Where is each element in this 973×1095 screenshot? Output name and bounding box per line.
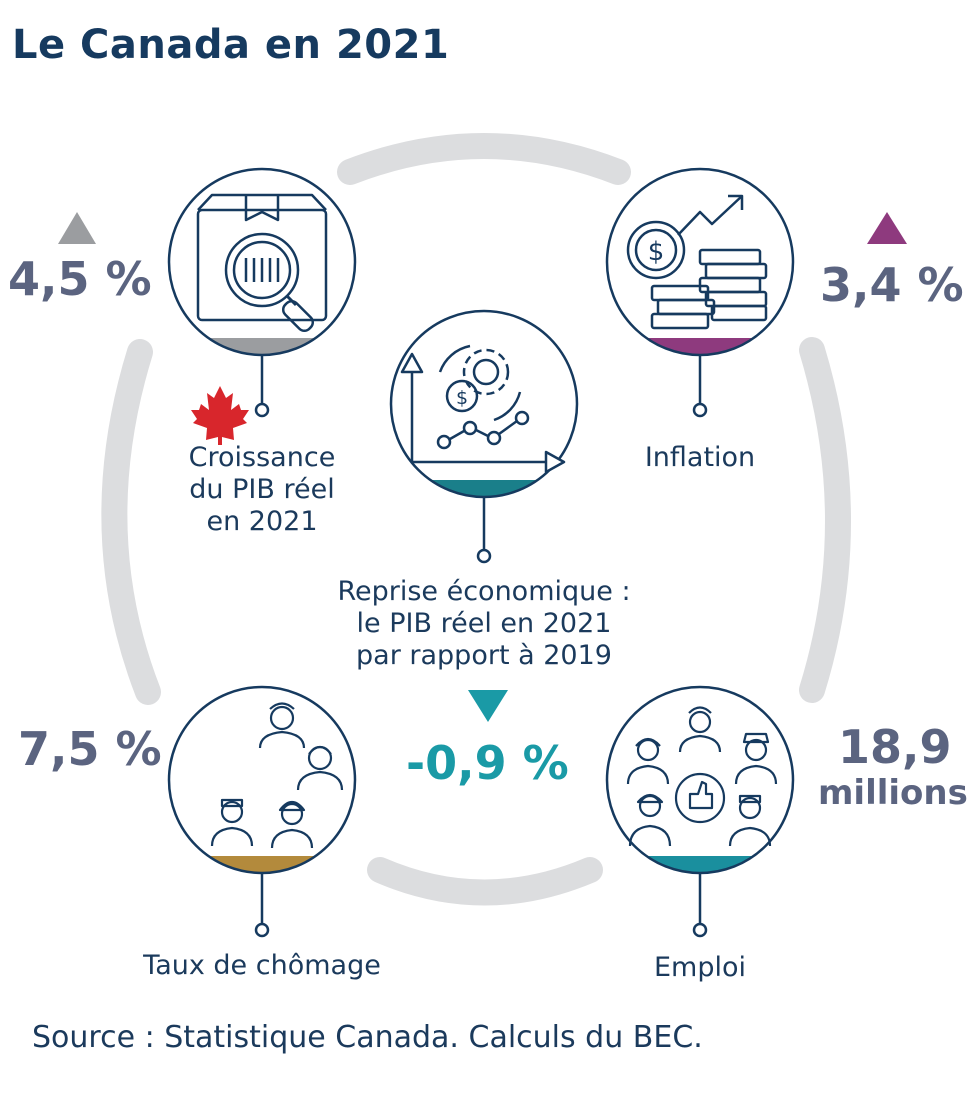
unemployment-color-band bbox=[169, 856, 355, 873]
ring-segment-bottom bbox=[367, 857, 603, 906]
unemployment-badge bbox=[167, 685, 357, 938]
employment-label-line: Emploi bbox=[653, 952, 747, 983]
coins-dollar-arrow-icon: $ bbox=[626, 194, 768, 330]
employment-color-band bbox=[607, 856, 793, 873]
employment-label: Emploi bbox=[600, 952, 800, 984]
svg-text:$: $ bbox=[456, 387, 468, 409]
recovery-badge: $ bbox=[389, 309, 579, 564]
recovery-label-line: le PIB réel en 2021 bbox=[356, 607, 612, 639]
workers-group-icon bbox=[210, 702, 344, 849]
gdp-growth-badge bbox=[167, 167, 357, 418]
ring-segment-right bbox=[799, 337, 851, 703]
inflation-label-line: Inflation bbox=[644, 442, 756, 473]
inflation-value: 3,4 % bbox=[820, 258, 964, 312]
workers-thumbs-up-icon bbox=[626, 706, 778, 847]
inflation-label: Inflation bbox=[600, 442, 800, 474]
recovery-value: -0,9 % bbox=[406, 736, 569, 790]
gdp-growth-value: 4,5 % bbox=[8, 252, 152, 306]
employment-value: 18,9 bbox=[838, 720, 952, 774]
recovery-label-line: Reprise économique : bbox=[337, 576, 631, 607]
ring-segment-left bbox=[101, 339, 161, 705]
inflation-color-band bbox=[607, 338, 793, 355]
svg-text:$: $ bbox=[648, 237, 665, 267]
gdp-growth-label-line: en 2021 bbox=[206, 505, 318, 537]
maple-leaf-icon bbox=[191, 386, 249, 445]
employment-value-unit: millions bbox=[818, 773, 968, 813]
recovery-trend-down-icon bbox=[468, 690, 508, 722]
box-barcode-magnifier-icon bbox=[196, 193, 328, 333]
gdp-growth-label-line: du PIB réel bbox=[189, 473, 335, 505]
gdp-growth-label: Croissance du PIB réel en 2021 bbox=[152, 442, 372, 538]
unemployment-label-line: Taux de chômage bbox=[143, 950, 381, 981]
gdp-growth-trend-up-icon bbox=[58, 212, 96, 244]
source-note: Source : Statistique Canada. Calculs du … bbox=[32, 1020, 703, 1055]
recovery-label-line: par rapport à 2019 bbox=[356, 639, 612, 671]
recovery-label: Reprise économique : le PIB réel en 2021… bbox=[314, 576, 654, 672]
inflation-badge: $ bbox=[605, 167, 795, 418]
gdp-growth-color-band bbox=[169, 338, 355, 355]
gdp-growth-label-line: Croissance bbox=[188, 442, 336, 473]
ring-segment-top bbox=[337, 133, 631, 185]
cycle-ring bbox=[101, 133, 851, 906]
inflation-trend-up-icon bbox=[867, 212, 907, 244]
gear-dollar-chart-icon: $ bbox=[400, 344, 566, 474]
unemployment-value: 7,5 % bbox=[18, 722, 162, 776]
unemployment-label: Taux de chômage bbox=[112, 950, 412, 982]
employment-badge bbox=[605, 685, 795, 938]
page-title: Le Canada en 2021 bbox=[12, 22, 450, 68]
